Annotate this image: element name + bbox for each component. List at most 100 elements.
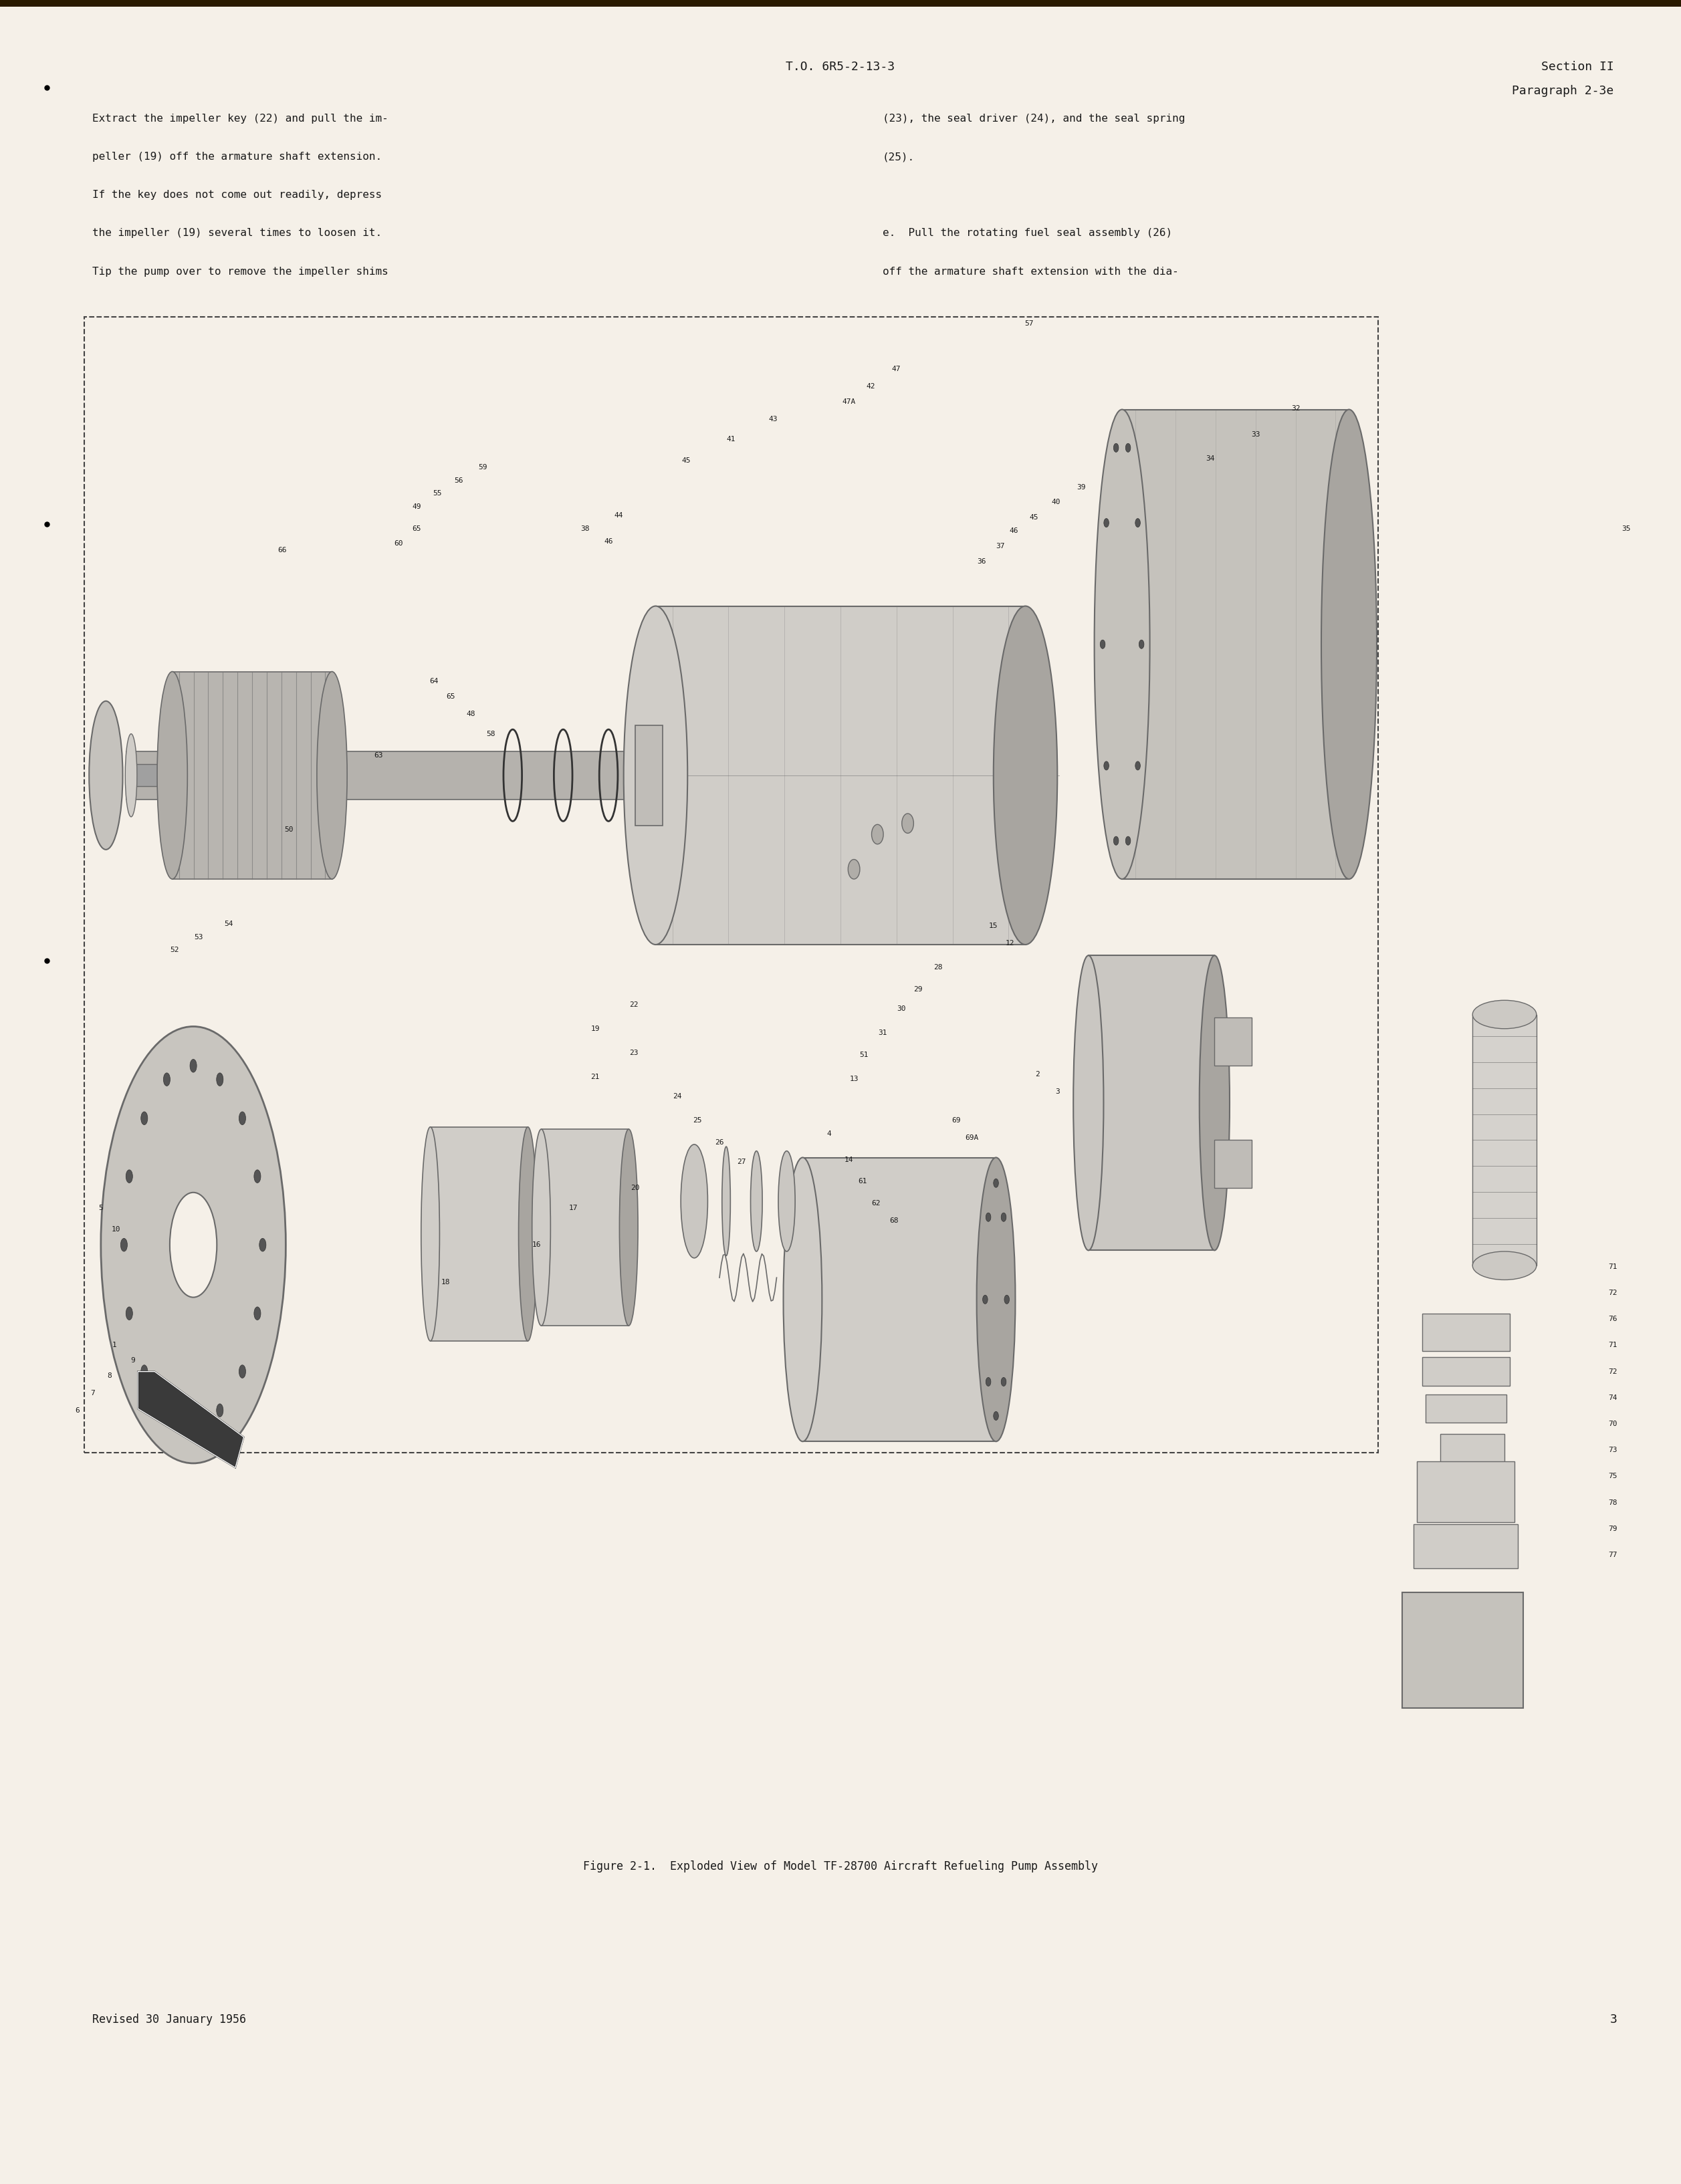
Ellipse shape [126,1306,133,1319]
Ellipse shape [1002,1378,1007,1387]
Ellipse shape [531,1129,551,1326]
Text: 14: 14 [844,1155,854,1164]
Ellipse shape [217,1404,224,1417]
Text: 16: 16 [531,1241,541,1249]
Text: 13: 13 [849,1075,859,1083]
Ellipse shape [849,860,861,878]
Ellipse shape [1126,836,1131,845]
Polygon shape [1089,957,1214,1249]
Text: 44: 44 [614,511,624,520]
Text: 36: 36 [977,557,987,566]
Bar [0,0,1681,7]
Text: 78: 78 [1609,1498,1617,1507]
Text: e.  Pull the rotating fuel seal assembly (26): e. Pull the rotating fuel seal assembly … [883,229,1172,238]
Ellipse shape [985,1212,990,1221]
Text: 48: 48 [466,710,476,719]
Ellipse shape [1135,762,1140,771]
Text: 76: 76 [1609,1315,1617,1324]
Text: 30: 30 [896,1005,906,1013]
Text: 15: 15 [988,922,999,930]
Ellipse shape [993,1411,999,1420]
Ellipse shape [126,1171,133,1184]
Text: 71: 71 [1609,1262,1617,1271]
Polygon shape [430,1127,528,1341]
Text: 47A: 47A [842,397,856,406]
Polygon shape [126,751,656,799]
Text: 34: 34 [1205,454,1215,463]
Ellipse shape [1321,411,1377,880]
Text: 35: 35 [1622,524,1631,533]
Text: 65: 65 [412,524,422,533]
Ellipse shape [681,1144,708,1258]
Text: 10: 10 [111,1225,121,1234]
Polygon shape [656,605,1025,943]
Ellipse shape [1473,1000,1536,1029]
Ellipse shape [778,1151,795,1251]
Ellipse shape [783,1158,822,1441]
Bar [1417,1461,1515,1522]
Bar [1441,1433,1504,1463]
Ellipse shape [518,1127,538,1341]
Text: 17: 17 [568,1203,578,1212]
Text: 63: 63 [373,751,383,760]
Polygon shape [126,764,168,786]
Text: Revised 30 January 1956: Revised 30 January 1956 [92,2014,245,2027]
Ellipse shape [1113,443,1118,452]
Text: 25: 25 [693,1116,703,1125]
Text: peller (19) off the armature shaft extension.: peller (19) off the armature shaft exten… [92,153,382,162]
Ellipse shape [217,1072,224,1085]
Text: 42: 42 [866,382,876,391]
Ellipse shape [1200,957,1230,1249]
Text: 28: 28 [933,963,943,972]
Ellipse shape [239,1112,245,1125]
Ellipse shape [190,1417,197,1431]
Ellipse shape [993,605,1057,943]
Text: 9: 9 [131,1356,134,1365]
Text: 71: 71 [1609,1341,1617,1350]
Ellipse shape [1104,762,1109,771]
Text: 77: 77 [1609,1551,1617,1559]
Polygon shape [173,673,333,878]
Text: 70: 70 [1609,1420,1617,1428]
Ellipse shape [170,1192,217,1297]
Text: 60: 60 [393,539,403,548]
Ellipse shape [89,701,123,850]
Ellipse shape [1473,1251,1536,1280]
Ellipse shape [750,1151,763,1251]
Bar [1422,1315,1510,1350]
Bar [1414,1524,1518,1568]
Ellipse shape [190,1059,197,1072]
Text: 72: 72 [1609,1367,1617,1376]
Ellipse shape [141,1112,148,1125]
Ellipse shape [903,815,914,834]
Text: Paragraph 2-3e: Paragraph 2-3e [1511,85,1614,98]
Text: 29: 29 [913,985,923,994]
Ellipse shape [983,1295,988,1304]
Polygon shape [138,1372,244,1468]
Text: 53: 53 [193,933,203,941]
Text: Tip the pump over to remove the impeller shims: Tip the pump over to remove the impeller… [92,266,388,277]
Bar [1425,1396,1506,1424]
Text: 56: 56 [454,476,464,485]
Polygon shape [1473,1013,1536,1267]
Text: 45: 45 [1029,513,1039,522]
Text: 1: 1 [113,1341,116,1350]
Ellipse shape [254,1171,261,1184]
Text: 54: 54 [224,919,234,928]
Text: 21: 21 [590,1072,600,1081]
Ellipse shape [141,1365,148,1378]
Ellipse shape [1126,443,1131,452]
Polygon shape [1123,411,1348,880]
Text: 27: 27 [736,1158,746,1166]
Text: 52: 52 [170,946,180,954]
Polygon shape [635,725,662,826]
Text: 43: 43 [768,415,778,424]
Text: If the key does not come out readily, depress: If the key does not come out readily, de… [92,190,382,201]
Text: 65: 65 [445,692,456,701]
Text: 3: 3 [1610,2014,1617,2027]
Text: 47: 47 [891,365,901,373]
Text: 3: 3 [1056,1088,1059,1096]
Text: 19: 19 [590,1024,600,1033]
Text: off the armature shaft extension with the dia-: off the armature shaft extension with th… [883,266,1178,277]
Text: 68: 68 [889,1216,899,1225]
